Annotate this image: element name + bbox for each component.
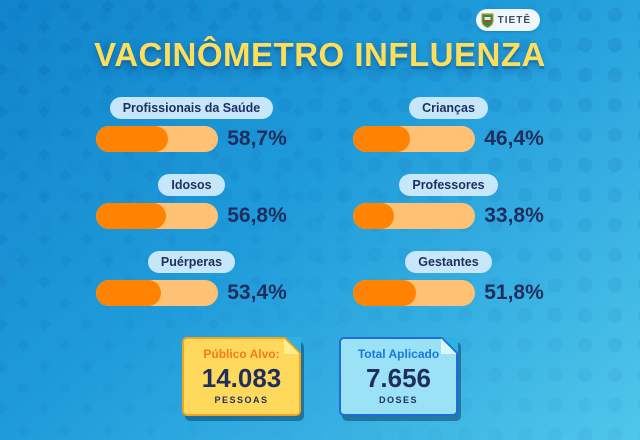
bar-group-puerperas: Puérperas 53,4% xyxy=(84,251,299,306)
bar-group-criancas: Crianças 46,4% xyxy=(341,97,556,152)
progress-track xyxy=(96,280,219,306)
card-label: Público Alvo: xyxy=(203,347,280,361)
percent-value: 33,8% xyxy=(484,204,544,227)
bar-group-gestantes: Gestantes 51,8% xyxy=(341,251,556,306)
folded-corner xyxy=(284,337,301,354)
card-label: Total Aplicado xyxy=(357,347,440,361)
bar-group-professores: Professores 33,8% xyxy=(341,174,556,229)
percent-value: 58,7% xyxy=(227,127,287,150)
page-title: VACINÔMETRO INFLUENZA xyxy=(94,36,546,73)
percent-value: 51,8% xyxy=(484,281,544,304)
progress-track xyxy=(353,126,476,152)
progress-track xyxy=(353,280,476,306)
percent-value: 46,4% xyxy=(484,127,544,150)
percent-value: 56,8% xyxy=(227,204,287,227)
publico-alvo-card: Público Alvo: 14.083 PESSOAS xyxy=(182,337,301,416)
total-aplicado-card: Total Aplicado 7.656 DOSES xyxy=(339,337,458,416)
category-label: Crianças xyxy=(409,97,488,119)
city-crest-icon xyxy=(481,12,494,28)
progress-fill xyxy=(96,203,166,229)
progress-track xyxy=(96,203,219,229)
vaccination-bar-grid: Profissionais da Saúde 58,7% Crianças 46… xyxy=(84,97,556,306)
progress-fill xyxy=(353,203,395,229)
progress-track xyxy=(96,126,219,152)
category-label: Idosos xyxy=(158,174,225,196)
progress-fill xyxy=(96,280,162,306)
bar-group-idosos: Idosos 56,8% xyxy=(84,174,299,229)
category-label: Profissionais da Saúde xyxy=(109,97,274,119)
progress-fill xyxy=(353,126,410,152)
category-label: Professores xyxy=(399,174,498,196)
summary-cards: Público Alvo: 14.083 PESSOAS Total Aplic… xyxy=(0,337,640,416)
folded-corner xyxy=(441,337,458,354)
progress-track xyxy=(353,203,476,229)
card-unit: DOSES xyxy=(378,394,418,405)
city-logo-badge: TIETÊ xyxy=(475,9,540,31)
percent-value: 53,4% xyxy=(227,281,287,304)
category-label: Puérperas xyxy=(147,251,236,273)
card-unit: PESSOAS xyxy=(214,394,269,405)
progress-fill xyxy=(353,280,417,306)
bar-group-profissionais-saude: Profissionais da Saúde 58,7% xyxy=(84,97,299,152)
card-value: 14.083 xyxy=(201,363,282,393)
category-label: Gestantes xyxy=(405,251,492,273)
progress-fill xyxy=(96,126,168,152)
card-value: 7.656 xyxy=(365,363,432,393)
city-logo-label: TIETÊ xyxy=(497,14,531,26)
